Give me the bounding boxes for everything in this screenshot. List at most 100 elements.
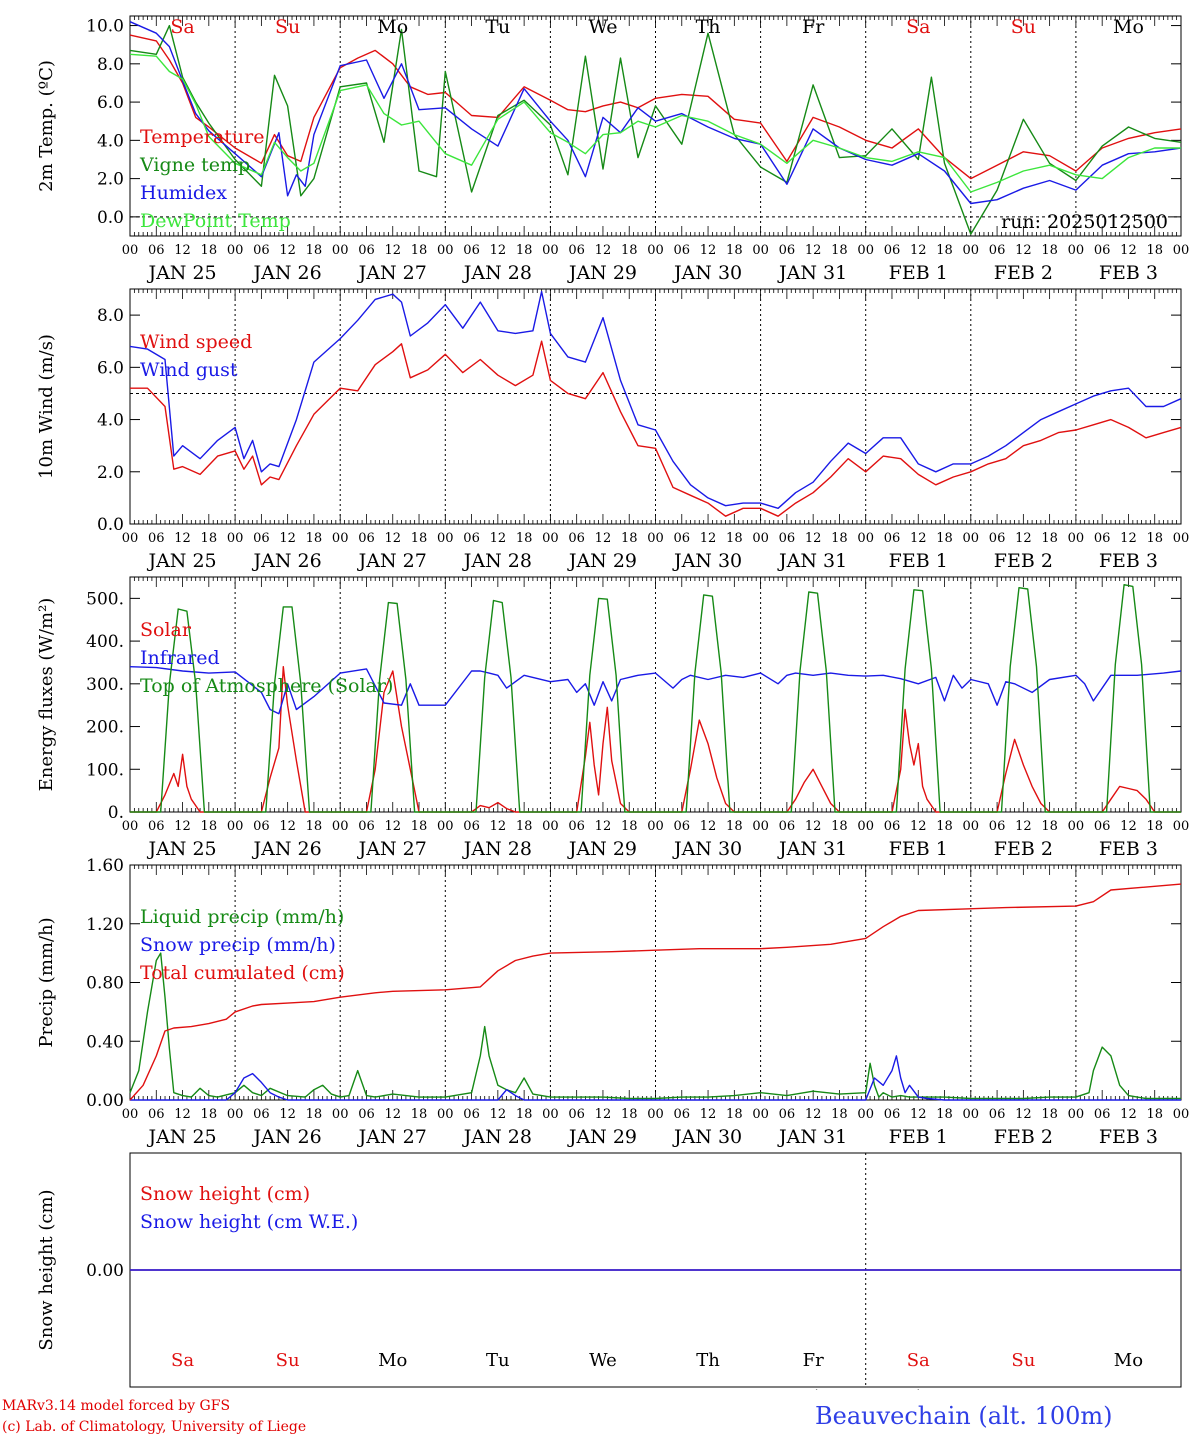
x-hour-label: 00 xyxy=(963,243,980,258)
y-tick-label: 100. xyxy=(86,760,124,780)
legend-entry: Temperature xyxy=(140,126,264,148)
y-axis-label: Snow height (cm) xyxy=(36,1189,57,1350)
x-hour-label: 00 xyxy=(122,1107,139,1122)
x-hour-label: 12 xyxy=(384,531,401,546)
x-hour-label: 12 xyxy=(1015,819,1032,834)
y-tick-label: 0.00 xyxy=(86,1261,124,1281)
x-hour-label: 00 xyxy=(647,1107,664,1122)
x-hour-label: 00 xyxy=(857,1107,874,1122)
model-credit: MARv3.14 model forced by GFS xyxy=(2,1398,231,1414)
x-hour-label: 00 xyxy=(752,1107,769,1122)
x-hour-label: 12 xyxy=(595,531,612,546)
y-tick-label: 400. xyxy=(86,632,124,652)
meteogram-figure: 0.02.04.06.08.010.02m Temp. (ºC)00 06 12 18… xyxy=(36,15,1190,1390)
x-date-label: JAN 26 xyxy=(252,838,322,860)
x-hour-label: 12 xyxy=(805,243,822,258)
legend-entry: Liquid precip (mm/h) xyxy=(140,906,344,928)
x-hour-label: 12 xyxy=(595,819,612,834)
x-date-label: JAN 30 xyxy=(672,838,742,860)
weekday-label-bottom: Tu xyxy=(486,1350,510,1371)
x-hour-label: 18 xyxy=(201,243,218,258)
x-hour-label: 00 xyxy=(857,243,874,258)
x-hour-label: 12 xyxy=(174,1107,191,1122)
x-date-label: JAN 26 xyxy=(252,1126,322,1148)
x-hour-label: 06 xyxy=(568,531,585,546)
x-date-label: JAN 30 xyxy=(672,1126,742,1148)
x-hour-label: 06 xyxy=(463,1107,480,1122)
y-tick-label: 300. xyxy=(86,675,124,695)
x-hour-label: 06 xyxy=(253,819,270,834)
x-hour-label: 06 xyxy=(779,531,796,546)
x-hour-label: 18 xyxy=(831,1107,848,1122)
x-date-label: JAN 25 xyxy=(146,550,216,572)
day-number-label: 27 xyxy=(386,1388,400,1390)
y-tick-label: 0.40 xyxy=(86,1032,124,1052)
y-axis-label: 2m Temp. (ºC) xyxy=(36,60,57,192)
x-hour-label: 06 xyxy=(884,819,901,834)
x-date-label: JAN 26 xyxy=(252,262,322,284)
x-hour-label: 18 xyxy=(516,531,533,546)
x-hour-label: 00 xyxy=(332,531,349,546)
weekday-label-bottom: Fr xyxy=(803,1350,824,1371)
x-hour-label: 00 xyxy=(752,243,769,258)
x-date-label: FEB 1 xyxy=(889,838,948,860)
x-hour-label: 18 xyxy=(306,531,323,546)
x-hour-label: 18 xyxy=(516,819,533,834)
x-hour-label: 12 xyxy=(595,243,612,258)
series-line-temperature xyxy=(129,34,1182,180)
x-hour-label: 00 xyxy=(963,819,980,834)
x-hour-label: 06 xyxy=(253,531,270,546)
weekday-label-bottom: Mo xyxy=(1114,1350,1143,1371)
x-hour-label: 18 xyxy=(411,531,428,546)
x-hour-label: 06 xyxy=(1094,819,1111,834)
y-tick-label: 8.0 xyxy=(97,55,124,75)
weekday-label-top: We xyxy=(588,16,617,38)
y-tick-label: 2.0 xyxy=(97,170,124,190)
y-tick-label: 1.60 xyxy=(86,856,124,876)
x-hour-label: 18 xyxy=(1041,531,1058,546)
weekday-label-bottom: Su xyxy=(276,1350,300,1371)
x-hour-label: 00 xyxy=(227,1107,244,1122)
weekday-label-top: Su xyxy=(275,16,300,38)
day-number-label: 30 xyxy=(701,1388,715,1390)
series-line-dewpoint-temp xyxy=(129,53,1181,193)
x-hour-label: 00 xyxy=(963,531,980,546)
series-line-top-of-atmosphere-solar- xyxy=(130,584,1181,813)
x-date-label: FEB 2 xyxy=(994,1126,1053,1148)
x-hour-label: 06 xyxy=(568,243,585,258)
x-date-label: JAN 31 xyxy=(777,262,847,284)
x-hour-label: 00 xyxy=(227,243,244,258)
x-hour-label: 06 xyxy=(779,243,796,258)
x-hour-label: 12 xyxy=(1120,243,1137,258)
x-hour-label: 06 xyxy=(674,1107,691,1122)
x-hour-label: 18 xyxy=(1041,819,1058,834)
y-tick-label: 8.0 xyxy=(97,306,124,326)
x-date-label: FEB 2 xyxy=(994,262,1053,284)
x-hour-label: 06 xyxy=(568,1107,585,1122)
x-hour-label: 06 xyxy=(148,1107,165,1122)
series-line-humidex xyxy=(129,21,1182,205)
y-tick-label: 10.0 xyxy=(86,17,124,37)
y-tick-label: 200. xyxy=(86,718,124,738)
x-hour-label: 12 xyxy=(490,819,507,834)
weekday-label-top: Sa xyxy=(170,16,194,38)
x-hour-label: 00 xyxy=(122,243,139,258)
x-hour-label: 18 xyxy=(201,1107,218,1122)
x-hour-label: 12 xyxy=(490,243,507,258)
x-hour-label: 12 xyxy=(595,1107,612,1122)
x-hour-label: 06 xyxy=(779,819,796,834)
x-hour-label: 18 xyxy=(1041,243,1058,258)
series-line-wind-speed xyxy=(130,340,1182,517)
weekday-label-bottom: Su xyxy=(1011,1350,1035,1371)
x-hour-label: 12 xyxy=(700,531,717,546)
x-hour-label: 18 xyxy=(516,1107,533,1122)
x-hour-label: 06 xyxy=(884,531,901,546)
x-hour-label: 18 xyxy=(1146,531,1163,546)
x-hour-label: 18 xyxy=(1146,1107,1163,1122)
x-date-label: JAN 29 xyxy=(567,550,637,572)
x-hour-label: 12 xyxy=(1015,243,1032,258)
day-number-label: 3 xyxy=(1125,1388,1132,1390)
x-hour-label: 00 xyxy=(1173,819,1190,834)
x-hour-label: 06 xyxy=(674,243,691,258)
x-date-label: JAN 25 xyxy=(146,838,216,860)
